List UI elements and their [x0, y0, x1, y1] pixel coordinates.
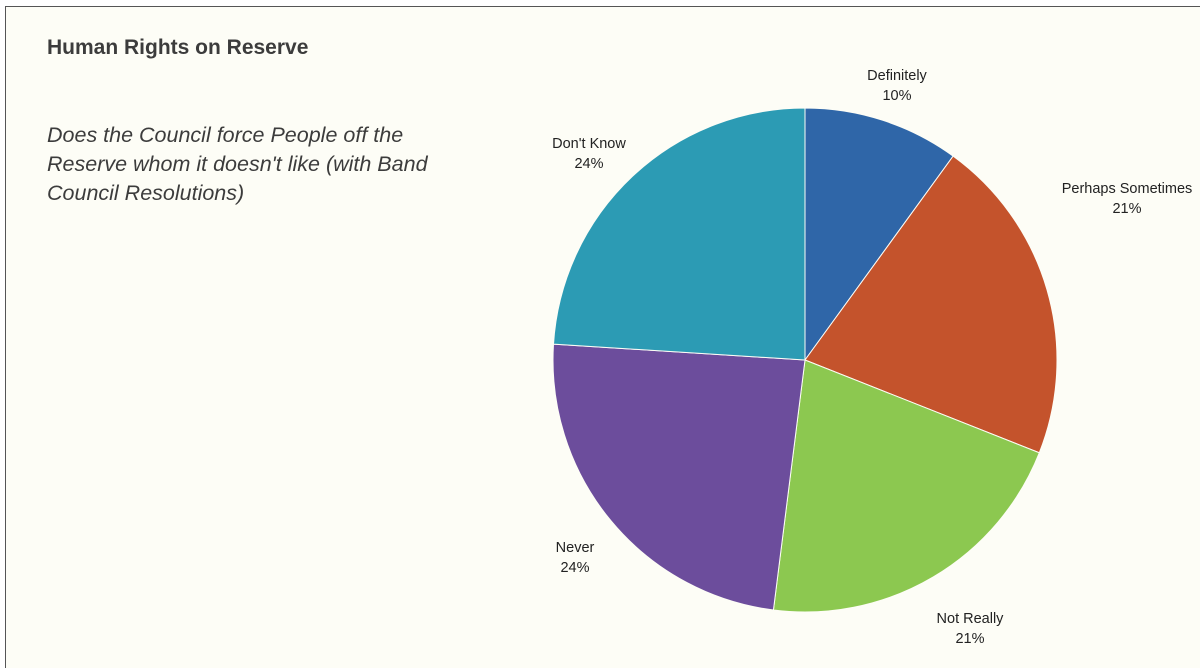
chart-title: Human Rights on Reserve	[47, 36, 309, 59]
slice-label-percent: 10%	[882, 88, 911, 104]
slice-label: Perhaps Sometimes 21%	[1062, 181, 1193, 217]
pie-labels: Definitely 10%Perhaps Sometimes 21%Not Rea…	[552, 68, 1192, 647]
pie-slice-definitely	[804, 107, 954, 362]
slice-label: Not Really 21%	[937, 611, 1005, 647]
slice-label-percent: 21%	[1112, 201, 1141, 217]
pie-slice-never	[552, 343, 806, 611]
slice-label-name: Never	[556, 540, 595, 556]
slice-label: Definitely 10%	[867, 68, 927, 104]
slice-label: Don't Know 24%	[552, 136, 626, 172]
slice-label-percent: 24%	[574, 156, 603, 172]
slice-label: Never 24%	[556, 540, 595, 576]
survey-question: Does the Council force People off the Re…	[47, 123, 428, 205]
slice-label-name: Not Really	[937, 611, 1005, 627]
slice-label-name: Definitely	[867, 68, 927, 84]
slice-label-name: Perhaps Sometimes	[1062, 181, 1193, 197]
slice-label-name: Don't Know	[552, 136, 626, 152]
pie-slice-perhaps-sometimes	[804, 155, 1058, 454]
pie-slice-not-really	[772, 359, 1040, 613]
pie-slices	[552, 107, 1058, 613]
pie-slice-don-t-know	[552, 107, 806, 361]
slice-label-percent: 24%	[560, 560, 589, 576]
slice-label-percent: 21%	[955, 631, 984, 647]
